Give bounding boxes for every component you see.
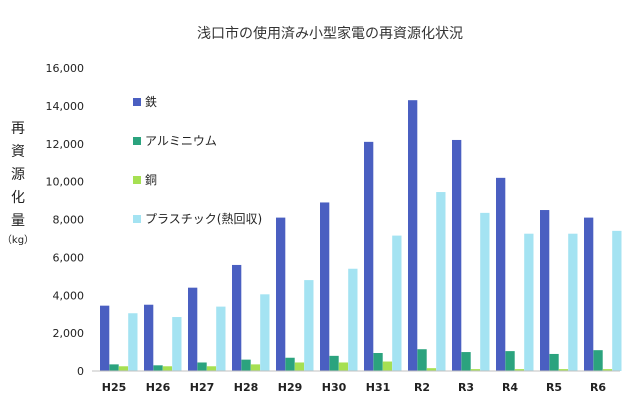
legend-label: 銅 xyxy=(145,173,157,187)
bar xyxy=(348,268,358,371)
bar xyxy=(232,264,242,371)
bar xyxy=(206,366,217,371)
legend-label: プラスチック(熱回収) xyxy=(145,212,262,226)
bar xyxy=(320,202,330,371)
bar xyxy=(514,369,525,371)
bar xyxy=(524,233,534,371)
bar xyxy=(568,233,578,371)
bar xyxy=(540,210,550,371)
bar xyxy=(602,369,613,371)
bar xyxy=(408,100,418,371)
bar xyxy=(505,351,515,371)
x-tick-label: R4 xyxy=(502,381,518,394)
y-tick-label: 14,000 xyxy=(46,100,85,113)
bar xyxy=(470,369,481,371)
x-axis-ticks: H25 H26 H27 H28 H29 H30 H31 R2 R3 R4 R5 R6 xyxy=(102,381,607,394)
y-tick-label: 6,000 xyxy=(53,251,85,264)
y-axis-label-char: 資 xyxy=(11,144,25,160)
bar xyxy=(118,366,129,371)
x-tick-label: H30 xyxy=(322,381,347,394)
y-tick-label: 10,000 xyxy=(46,176,85,189)
bar xyxy=(162,366,173,371)
y-tick-label: 4,000 xyxy=(53,289,85,302)
bar xyxy=(294,362,305,371)
bar xyxy=(304,280,314,371)
bar xyxy=(338,362,349,371)
bar xyxy=(436,192,446,371)
bar xyxy=(452,139,462,371)
bar xyxy=(558,369,569,371)
legend-label: アルミニウム xyxy=(145,134,217,148)
legend-swatch xyxy=(133,98,141,106)
x-tick-label: H29 xyxy=(278,381,303,394)
bar xyxy=(197,362,207,371)
x-tick-label: R6 xyxy=(590,381,606,394)
bar xyxy=(153,365,163,371)
bar xyxy=(373,353,383,371)
bars xyxy=(100,100,622,371)
bar xyxy=(109,364,119,371)
legend-swatch xyxy=(133,137,141,145)
y-tick-label: 8,000 xyxy=(53,214,85,227)
y-axis-label-char: 再 xyxy=(11,121,25,137)
legend-swatch xyxy=(133,176,141,184)
bar xyxy=(260,294,270,371)
bar xyxy=(392,235,402,371)
bar xyxy=(128,313,138,371)
bar xyxy=(364,141,374,371)
bar xyxy=(417,349,427,371)
bar xyxy=(285,357,295,371)
y-axis-ticks: 0 2,000 4,000 6,000 8,000 10,000 12,000 14,000 1… xyxy=(46,62,85,378)
y-axis-label-char: 化 xyxy=(11,190,25,206)
y-axis-label-char: 量 xyxy=(11,213,25,229)
x-tick-label: R2 xyxy=(414,381,430,394)
legend-label: 鉄 xyxy=(145,94,157,109)
bar xyxy=(382,361,393,371)
bar xyxy=(241,359,251,371)
x-tick-label: H26 xyxy=(146,381,171,394)
x-tick-label: H25 xyxy=(102,381,127,394)
y-tick-label: 0 xyxy=(77,365,84,378)
bar xyxy=(612,230,622,371)
x-tick-label: R3 xyxy=(458,381,474,394)
bar xyxy=(426,368,437,371)
bar xyxy=(172,317,182,371)
bar xyxy=(593,350,603,371)
bar xyxy=(549,353,559,371)
bar xyxy=(461,352,471,371)
y-axis-unit: （kg） xyxy=(2,234,34,246)
bar xyxy=(329,355,339,371)
y-axis-label-char: 源 xyxy=(11,167,25,183)
x-tick-label: H31 xyxy=(366,381,391,394)
chart-title: 浅口市の使用済み小型家電の再資源化状況 xyxy=(197,25,463,42)
bar xyxy=(584,217,594,371)
bar xyxy=(144,304,154,371)
y-tick-label: 2,000 xyxy=(53,327,85,340)
bar xyxy=(100,305,110,371)
bar xyxy=(276,217,286,371)
bar xyxy=(216,306,226,371)
bar xyxy=(188,287,198,371)
x-tick-label: R5 xyxy=(546,381,562,394)
x-tick-label: H28 xyxy=(234,381,259,394)
bar xyxy=(480,212,490,371)
legend-swatch xyxy=(133,215,141,223)
bar xyxy=(250,364,261,371)
y-tick-label: 16,000 xyxy=(46,62,85,75)
y-tick-label: 12,000 xyxy=(46,138,85,151)
x-tick-label: H27 xyxy=(190,381,215,394)
bar xyxy=(496,177,506,371)
